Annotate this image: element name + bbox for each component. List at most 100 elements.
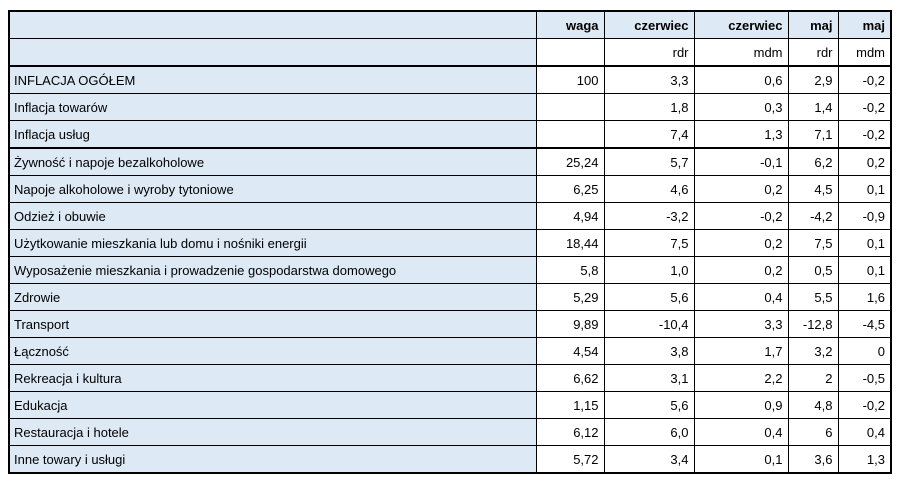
subheader-cell-rdr-czerwiec: rdr xyxy=(603,38,695,67)
value-cell: 0,3 xyxy=(693,93,789,121)
value-cell: 6,12 xyxy=(535,418,605,446)
value-cell: 0,1 xyxy=(837,175,892,203)
value-cell: 100 xyxy=(535,65,605,94)
table-row: Wyposażenie mieszkania i prowadzenie gos… xyxy=(8,256,892,284)
header-cell-czerwiec-mdm: czerwiec xyxy=(693,10,789,39)
value-cell: 1,6 xyxy=(837,283,892,311)
table-row: Łączność 4,54 3,8 1,7 3,2 0 xyxy=(8,337,892,365)
value-cell: 1,3 xyxy=(837,445,892,474)
value-cell: 18,44 xyxy=(535,229,605,257)
value-cell: 6,0 xyxy=(603,418,695,446)
value-cell: 0,4 xyxy=(693,418,789,446)
value-cell: 0,5 xyxy=(787,256,839,284)
value-cell: 0,1 xyxy=(837,256,892,284)
value-cell: 0,2 xyxy=(693,175,789,203)
value-cell: -4,2 xyxy=(787,202,839,230)
header-cell-waga: waga xyxy=(535,10,605,39)
value-cell xyxy=(535,120,605,149)
value-cell: 4,94 xyxy=(535,202,605,230)
row-label: Transport xyxy=(8,310,537,338)
header-row-months: waga czerwiec czerwiec maj maj xyxy=(8,10,892,39)
value-cell: 7,5 xyxy=(787,229,839,257)
value-cell: 5,7 xyxy=(603,147,695,176)
value-cell: 3,6 xyxy=(787,445,839,474)
value-cell: 7,4 xyxy=(603,120,695,149)
value-cell: 0,1 xyxy=(693,445,789,474)
row-label: Inflacja towarów xyxy=(8,93,537,121)
table-row: Żywność i napoje bezalkoholowe 25,24 5,7 -0… xyxy=(8,147,892,176)
value-cell: -0,2 xyxy=(837,65,892,94)
value-cell: -0,2 xyxy=(837,391,892,419)
value-cell: 0,2 xyxy=(837,147,892,176)
value-cell: 4,54 xyxy=(535,337,605,365)
value-cell: 5,8 xyxy=(535,256,605,284)
table-row: Inflacja usług 7,4 1,3 7,1 -0,2 xyxy=(8,120,892,149)
value-cell: -0,2 xyxy=(837,120,892,149)
value-cell: 9,89 xyxy=(535,310,605,338)
value-cell: -0,1 xyxy=(693,147,789,176)
value-cell: -3,2 xyxy=(603,202,695,230)
value-cell: 3,8 xyxy=(603,337,695,365)
row-label: Wyposażenie mieszkania i prowadzenie gos… xyxy=(8,256,537,284)
value-cell: 2,2 xyxy=(693,364,789,392)
value-cell: 0,4 xyxy=(837,418,892,446)
value-cell: 5,72 xyxy=(535,445,605,474)
subheader-cell-rdr-maj: rdr xyxy=(787,38,839,67)
value-cell: 2 xyxy=(787,364,839,392)
value-cell: 0 xyxy=(837,337,892,365)
table-row: Napoje alkoholowe i wyroby tytoniowe 6,25… xyxy=(8,175,892,203)
value-cell: 6,62 xyxy=(535,364,605,392)
value-cell: 0,4 xyxy=(693,283,789,311)
value-cell: -10,4 xyxy=(603,310,695,338)
row-label: Inne towary i usługi xyxy=(8,445,537,474)
row-label: Żywność i napoje bezalkoholowe xyxy=(8,147,537,176)
header-cell-czerwiec-rdr: czerwiec xyxy=(603,10,695,39)
value-cell: 6 xyxy=(787,418,839,446)
value-cell: 6,2 xyxy=(787,147,839,176)
table-row: Użytkowanie mieszkania lub domu i nośnik… xyxy=(8,229,892,257)
table-row: Inne towary i usługi 5,72 3,4 0,1 3,6 1,3 xyxy=(8,445,892,474)
table-row: Restauracja i hotele 6,12 6,0 0,4 6 0,4 xyxy=(8,418,892,446)
value-cell: -0,5 xyxy=(837,364,892,392)
value-cell: -12,8 xyxy=(787,310,839,338)
table-body: INFLACJA OGÓŁEM 100 3,3 0,6 2,9 -0,2 Inflacja … xyxy=(8,65,892,474)
value-cell: 1,15 xyxy=(535,391,605,419)
table-row: Edukacja 1,15 5,6 0,9 4,8 -0,2 xyxy=(8,391,892,419)
table-row: Transport 9,89 -10,4 3,3 -12,8 -4,5 xyxy=(8,310,892,338)
value-cell: 6,25 xyxy=(535,175,605,203)
value-cell: 5,29 xyxy=(535,283,605,311)
row-label: Restauracja i hotele xyxy=(8,418,537,446)
value-cell: 4,8 xyxy=(787,391,839,419)
value-cell: -0,2 xyxy=(693,202,789,230)
row-label: Łączność xyxy=(8,337,537,365)
header-row-measures: rdr mdm rdr mdm xyxy=(8,38,892,67)
row-label: INFLACJA OGÓŁEM xyxy=(8,65,537,94)
value-cell: 3,2 xyxy=(787,337,839,365)
table-row: Inflacja towarów 1,8 0,3 1,4 -0,2 xyxy=(8,93,892,121)
subheader-cell-mdm-maj: mdm xyxy=(837,38,892,67)
row-label: Zdrowie xyxy=(8,283,537,311)
value-cell: 0,6 xyxy=(693,65,789,94)
row-label: Napoje alkoholowe i wyroby tytoniowe xyxy=(8,175,537,203)
value-cell: 1,0 xyxy=(603,256,695,284)
value-cell: 1,7 xyxy=(693,337,789,365)
value-cell: -0,9 xyxy=(837,202,892,230)
value-cell: -4,5 xyxy=(837,310,892,338)
value-cell: 0,1 xyxy=(837,229,892,257)
row-label: Odzież i obuwie xyxy=(8,202,537,230)
inflation-table: waga czerwiec czerwiec maj maj rdr mdm r… xyxy=(8,10,892,474)
value-cell xyxy=(535,93,605,121)
value-cell: 2,9 xyxy=(787,65,839,94)
header-cell-maj-mdm: maj xyxy=(837,10,892,39)
value-cell: 5,5 xyxy=(787,283,839,311)
value-cell: 3,1 xyxy=(603,364,695,392)
table-row: Odzież i obuwie 4,94 -3,2 -0,2 -4,2 -0,9 xyxy=(8,202,892,230)
value-cell: -0,2 xyxy=(837,93,892,121)
value-cell: 5,6 xyxy=(603,283,695,311)
value-cell: 1,8 xyxy=(603,93,695,121)
value-cell: 4,5 xyxy=(787,175,839,203)
table-row: Zdrowie 5,29 5,6 0,4 5,5 1,6 xyxy=(8,283,892,311)
value-cell: 0,2 xyxy=(693,229,789,257)
subheader-empty-label-cell xyxy=(8,38,537,67)
subheader-cell-mdm-czerwiec: mdm xyxy=(693,38,789,67)
